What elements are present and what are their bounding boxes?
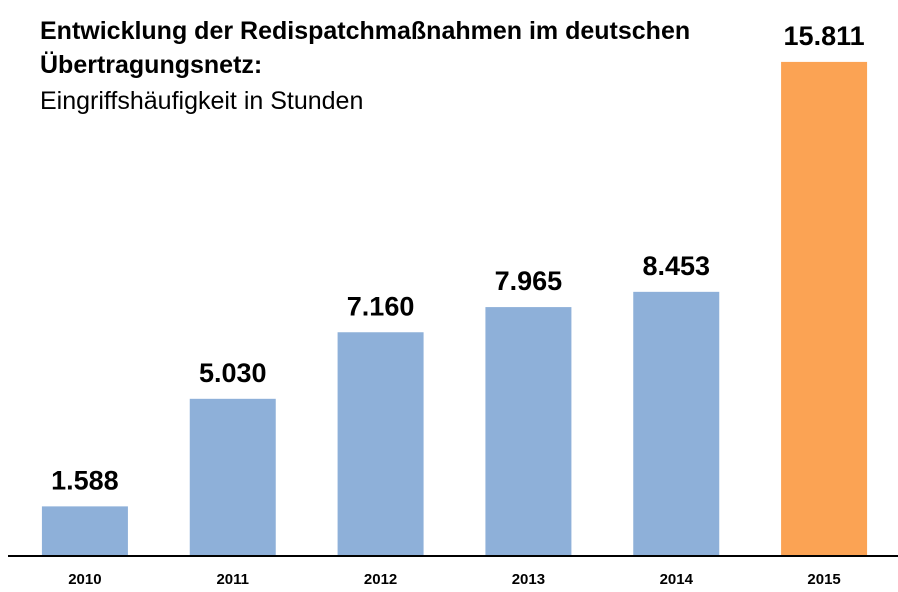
value-label: 7.160 [347, 291, 415, 321]
bar [485, 307, 572, 556]
x-tick-label: 2013 [512, 571, 545, 588]
x-tick-label: 2015 [807, 571, 840, 588]
value-label: 8.453 [642, 251, 710, 281]
x-tick-label: 2010 [68, 571, 101, 588]
chart-subtitle: Eingriffshäufigkeit in Stunden [40, 87, 364, 115]
value-label: 15.811 [784, 21, 865, 51]
value-label: 5.030 [199, 358, 267, 388]
value-label: 1.588 [51, 466, 119, 496]
chart-title: Entwicklung der Redispatchmaßnahmen im d… [40, 17, 691, 79]
x-tick-label: 2011 [216, 571, 249, 588]
bar [189, 398, 276, 556]
bar [781, 61, 868, 556]
bar [337, 332, 424, 556]
x-tick-label: 2012 [364, 571, 397, 588]
bar [633, 291, 720, 556]
bar [41, 506, 128, 556]
x-tick-label: 2014 [660, 571, 694, 588]
value-label: 7.965 [495, 266, 563, 296]
